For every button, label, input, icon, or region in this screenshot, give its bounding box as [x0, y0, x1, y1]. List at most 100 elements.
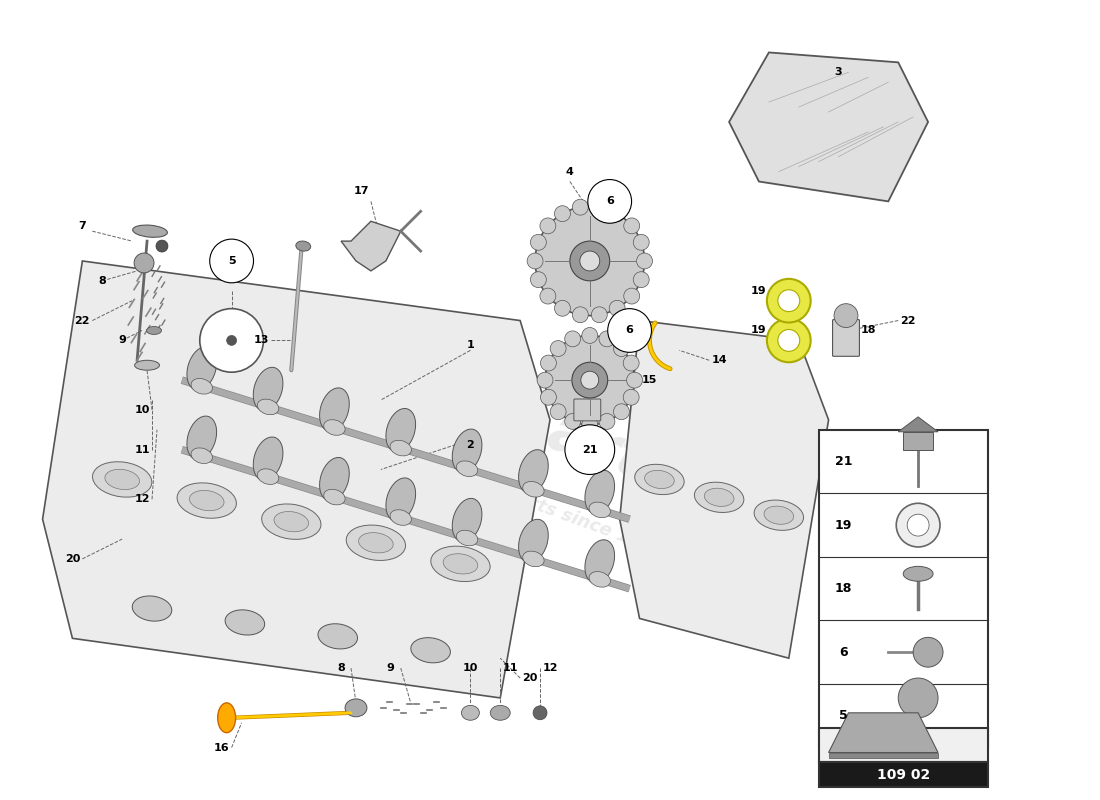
Polygon shape: [729, 53, 928, 202]
Ellipse shape: [226, 610, 265, 635]
Text: 6: 6: [626, 326, 634, 335]
Circle shape: [572, 307, 588, 322]
Ellipse shape: [253, 367, 283, 410]
Circle shape: [778, 290, 800, 312]
Circle shape: [778, 330, 800, 351]
Ellipse shape: [461, 706, 480, 720]
Circle shape: [540, 218, 556, 234]
Text: 19: 19: [751, 286, 767, 296]
Text: 6: 6: [606, 196, 614, 206]
Text: 4: 4: [566, 166, 574, 177]
Circle shape: [530, 234, 547, 250]
Circle shape: [570, 241, 609, 281]
Ellipse shape: [755, 500, 804, 530]
Polygon shape: [899, 417, 938, 432]
Ellipse shape: [456, 530, 477, 546]
Ellipse shape: [518, 450, 548, 493]
Text: a passion for parts since 1985: a passion for parts since 1985: [373, 438, 667, 560]
Ellipse shape: [191, 448, 212, 463]
FancyBboxPatch shape: [833, 319, 859, 356]
Circle shape: [554, 206, 571, 222]
Circle shape: [227, 335, 236, 346]
Circle shape: [554, 300, 571, 316]
Circle shape: [896, 503, 940, 547]
Polygon shape: [619, 321, 828, 658]
Ellipse shape: [456, 461, 477, 477]
Ellipse shape: [257, 399, 278, 414]
Circle shape: [564, 414, 581, 430]
Ellipse shape: [257, 469, 278, 485]
Text: 9: 9: [118, 335, 127, 346]
Circle shape: [614, 341, 629, 357]
Ellipse shape: [133, 225, 167, 238]
Text: 18: 18: [835, 582, 852, 595]
Ellipse shape: [452, 429, 482, 473]
Circle shape: [527, 253, 543, 269]
Ellipse shape: [323, 490, 345, 505]
Circle shape: [614, 404, 629, 420]
Circle shape: [634, 234, 649, 250]
Circle shape: [550, 404, 566, 420]
Text: 10: 10: [463, 663, 478, 673]
Ellipse shape: [903, 566, 933, 582]
Circle shape: [537, 372, 553, 388]
Circle shape: [564, 331, 581, 346]
Text: 2: 2: [466, 440, 474, 450]
Circle shape: [834, 304, 858, 327]
Ellipse shape: [189, 490, 224, 510]
Polygon shape: [828, 753, 938, 758]
Bar: [818, 728, 988, 762]
Ellipse shape: [590, 502, 610, 518]
Circle shape: [624, 390, 639, 405]
Text: 109 02: 109 02: [877, 768, 930, 782]
Circle shape: [592, 199, 607, 215]
Circle shape: [609, 206, 625, 222]
Ellipse shape: [92, 462, 152, 497]
Text: europarts: europarts: [351, 334, 689, 506]
Circle shape: [767, 318, 811, 362]
Ellipse shape: [177, 483, 236, 518]
Circle shape: [572, 362, 607, 398]
Text: 5: 5: [228, 256, 235, 266]
Text: 5: 5: [839, 710, 848, 722]
Text: 12: 12: [134, 494, 150, 504]
Text: 19: 19: [751, 326, 767, 335]
Text: 21: 21: [582, 445, 597, 454]
Ellipse shape: [296, 241, 310, 251]
Polygon shape: [43, 261, 550, 698]
Ellipse shape: [134, 360, 159, 370]
Text: 22: 22: [901, 315, 916, 326]
Circle shape: [580, 251, 600, 271]
Circle shape: [600, 414, 615, 430]
Ellipse shape: [585, 470, 615, 514]
Text: 16: 16: [213, 742, 230, 753]
Ellipse shape: [359, 533, 393, 553]
Circle shape: [637, 253, 652, 269]
Circle shape: [550, 341, 566, 357]
Circle shape: [600, 331, 615, 346]
Ellipse shape: [390, 440, 411, 456]
Ellipse shape: [694, 482, 744, 513]
Circle shape: [587, 179, 631, 223]
Circle shape: [565, 425, 615, 474]
Ellipse shape: [386, 409, 416, 452]
Ellipse shape: [452, 498, 482, 542]
Text: 12: 12: [542, 663, 558, 673]
Ellipse shape: [320, 388, 350, 431]
Text: 14: 14: [712, 355, 727, 366]
Text: 17: 17: [353, 186, 369, 197]
Ellipse shape: [346, 525, 406, 561]
Text: 22: 22: [75, 315, 90, 326]
Ellipse shape: [585, 540, 615, 583]
Circle shape: [609, 300, 625, 316]
Ellipse shape: [522, 551, 544, 566]
Ellipse shape: [704, 488, 734, 506]
Ellipse shape: [218, 703, 235, 733]
Text: 8: 8: [98, 276, 106, 286]
Bar: [818, 762, 988, 787]
Circle shape: [535, 206, 645, 315]
Ellipse shape: [491, 706, 510, 720]
Circle shape: [210, 239, 253, 283]
Polygon shape: [341, 222, 400, 271]
Text: 18: 18: [860, 326, 876, 335]
